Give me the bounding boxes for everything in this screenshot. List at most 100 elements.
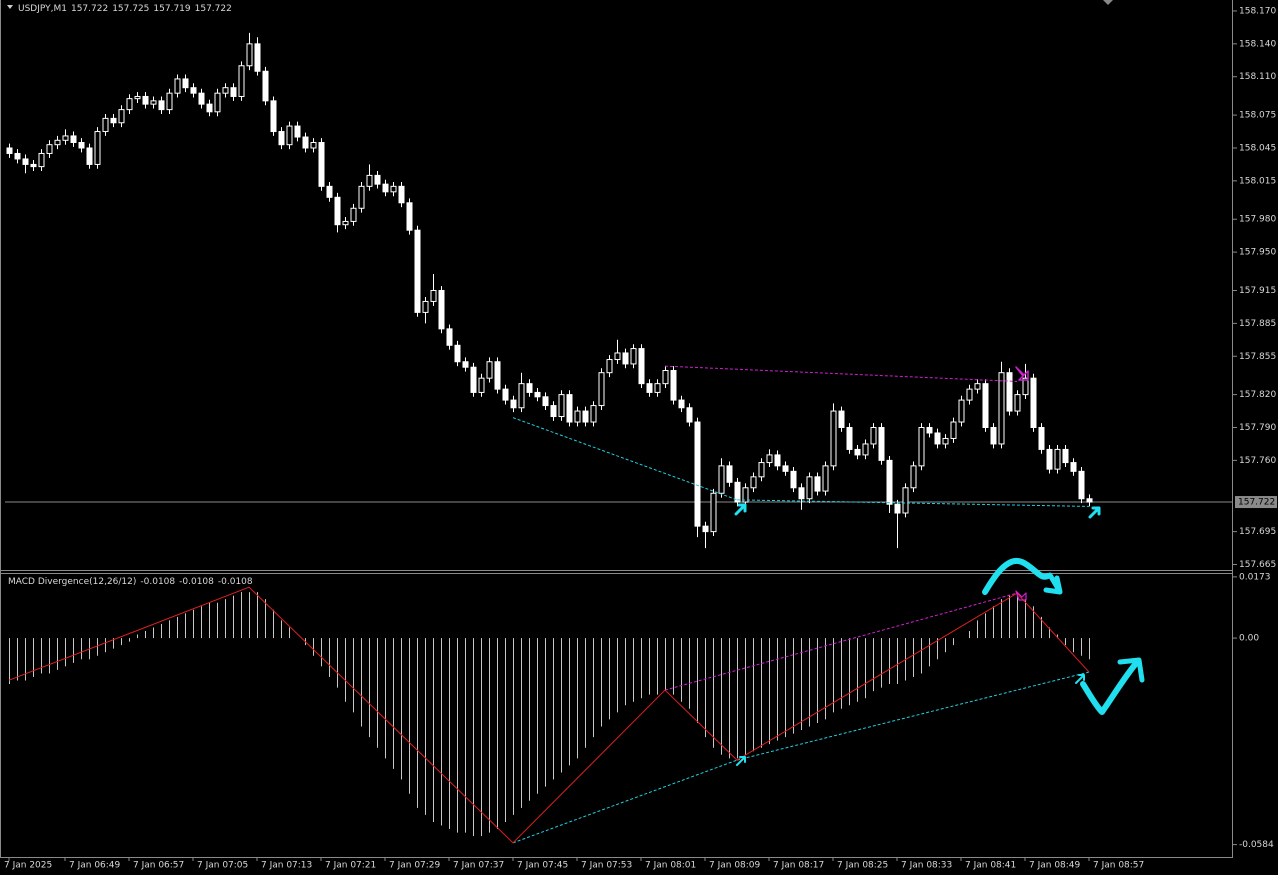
candle-body	[710, 492, 717, 533]
candle-body	[566, 394, 573, 423]
candle-body	[150, 100, 157, 105]
chart-header: USDJPY,M1 157.722 157.725 157.719 157.722	[18, 4, 232, 14]
divergence-line	[736, 499, 1090, 507]
y-tick-label: 157.820	[1239, 390, 1276, 400]
candle-body	[438, 289, 445, 330]
candle-body	[702, 525, 709, 533]
candle-body	[286, 125, 293, 146]
candle-body	[886, 459, 893, 505]
y-tick-label: 157.915	[1239, 286, 1276, 296]
candle-body	[86, 147, 93, 165]
candle-body	[678, 399, 685, 409]
annotations	[734, 366, 1145, 766]
candle-body	[262, 70, 269, 102]
candle-body	[526, 383, 533, 393]
candle-body	[238, 65, 245, 97]
hand-drawn-arrow	[1080, 658, 1141, 715]
candle-body	[334, 196, 341, 226]
candle-body	[310, 142, 317, 149]
candle-body	[46, 144, 53, 154]
x-tick-label: 7 Jan 08:01	[645, 861, 696, 871]
candle-body	[486, 361, 493, 379]
candle-body	[446, 328, 453, 346]
candle-body	[1070, 462, 1077, 472]
candle-body	[614, 352, 621, 361]
candle-body	[14, 152, 21, 160]
candle-body	[382, 183, 389, 193]
candle-body	[1030, 377, 1037, 428]
candle-body	[694, 421, 701, 527]
candle-body	[78, 142, 85, 149]
candle-body	[206, 103, 213, 113]
candle-body	[830, 410, 837, 467]
candle-body	[366, 174, 373, 187]
candle-body	[638, 348, 645, 385]
candle-body	[294, 125, 301, 138]
indicator-value: -0.0108	[179, 577, 214, 587]
candle-body	[646, 383, 653, 393]
x-tick-label: 7 Jan 06:49	[69, 861, 121, 871]
candle-body	[182, 78, 189, 89]
candle-body	[30, 163, 37, 168]
quote: 157.722	[71, 4, 108, 14]
candle-body	[1038, 427, 1045, 450]
indicator-value: -0.0108	[218, 577, 253, 587]
signal-arrow	[1015, 590, 1027, 601]
x-tick-label: 7 Jan 06:57	[133, 861, 184, 871]
candle-body	[390, 185, 397, 193]
candle-body	[342, 220, 349, 226]
candle-body	[398, 185, 405, 204]
candle-body	[166, 92, 173, 111]
candle-body	[510, 399, 517, 409]
signal-arrow	[736, 756, 746, 766]
candle-body	[750, 476, 757, 489]
candle-body	[126, 98, 133, 111]
divergence-line	[664, 592, 1018, 691]
menu-triangle	[7, 5, 13, 9]
candle-body	[142, 95, 149, 105]
candle-body	[870, 427, 877, 445]
candle-body	[214, 92, 221, 113]
y-tick-label: 158.170	[1239, 6, 1276, 16]
candle-body	[1078, 470, 1085, 500]
y-tick-label: 158.045	[1239, 143, 1276, 153]
y-tick-label: 157.665	[1239, 560, 1276, 570]
candle-body	[134, 95, 141, 100]
x-tick-label: 7 Jan 07:13	[261, 861, 312, 871]
x-tick-label: 7 Jan 07:45	[517, 861, 568, 871]
candle-body	[94, 131, 101, 165]
y-tick-label: 157.950	[1239, 248, 1276, 258]
candle-body	[494, 361, 501, 390]
candle-body	[630, 348, 637, 365]
candle-body	[350, 207, 357, 222]
candle-body	[846, 427, 853, 450]
candle-body	[734, 481, 741, 503]
candle-body	[406, 202, 413, 231]
y-tick-label: 158.075	[1239, 111, 1276, 121]
candle-body	[662, 370, 669, 385]
hand-drawn-arrow	[1117, 657, 1145, 683]
y-tick-label: 158.110	[1239, 72, 1276, 82]
candle-body	[686, 407, 693, 423]
candle-body	[1006, 372, 1013, 412]
y-tick-label: 157.695	[1239, 527, 1276, 537]
candle-body	[774, 454, 781, 467]
hand-drawn-arrow	[982, 557, 1051, 595]
y-tick-label: -0.0584	[1239, 840, 1274, 850]
candle-body	[910, 465, 917, 489]
candle-body	[318, 142, 325, 187]
candle-body	[550, 405, 557, 418]
candle-body	[1014, 394, 1021, 412]
x-tick-label: 7 Jan 2025	[4, 861, 52, 871]
candle-body	[878, 427, 885, 461]
signal-arrow	[1075, 674, 1085, 684]
signal-arrow	[734, 503, 747, 516]
candle-body	[326, 185, 333, 198]
candle-body	[1046, 448, 1053, 470]
x-tick-label: 7 Jan 07:37	[453, 861, 504, 871]
candle-body	[502, 388, 509, 401]
candle-body	[246, 43, 253, 67]
candle-body	[158, 100, 165, 111]
divergence-line	[664, 365, 1018, 382]
